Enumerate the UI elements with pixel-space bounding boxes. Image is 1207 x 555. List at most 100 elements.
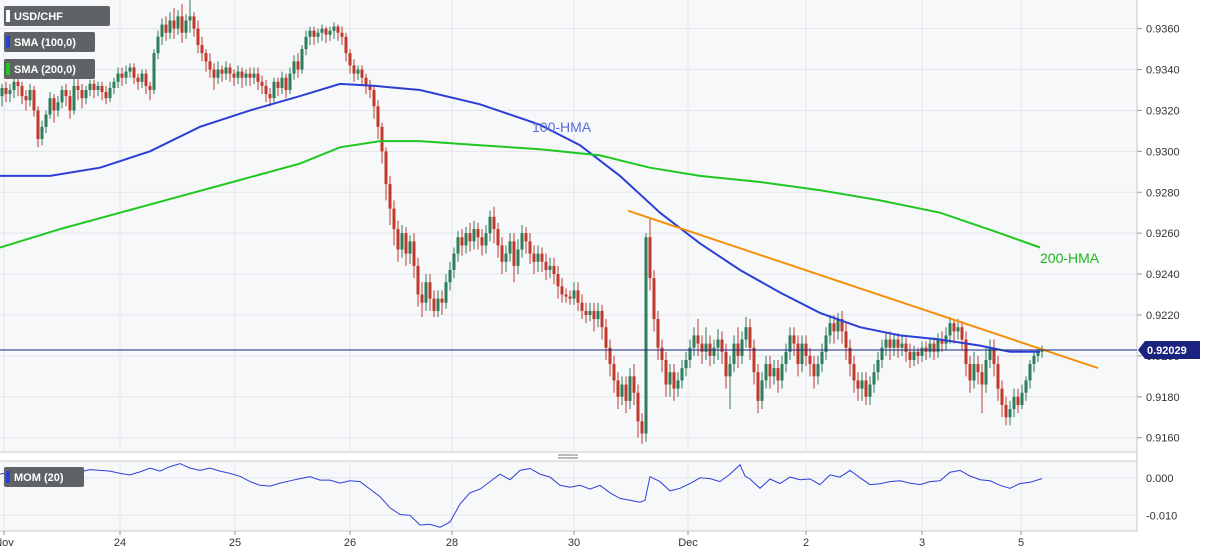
candle-body [108, 87, 112, 99]
candle-body [960, 327, 964, 340]
candle-body [368, 85, 372, 90]
series-line-100-hma [0, 82, 1040, 353]
x-tick-label: 28 [446, 537, 458, 549]
candle [836, 312, 840, 340]
candle [1024, 376, 1028, 401]
candle-body [768, 364, 772, 377]
candle [288, 67, 292, 95]
candle [448, 261, 452, 291]
candle [352, 59, 356, 82]
candle-body [896, 339, 900, 348]
candle-body [984, 359, 988, 385]
candle-body [240, 71, 244, 78]
candle [44, 110, 48, 133]
candle-body [760, 380, 764, 401]
candle-body [1008, 409, 1012, 418]
candle-body [832, 323, 836, 332]
candle-body [424, 282, 428, 303]
candle [968, 355, 972, 393]
series-line-200-hma [0, 140, 1041, 249]
candle [236, 65, 240, 84]
legend-sma100[interactable]: SMA (100,0) [4, 32, 95, 52]
x-tick-label: Dec [678, 537, 698, 549]
candle-body [80, 89, 84, 99]
candle [432, 290, 436, 318]
candle [756, 364, 760, 414]
candle [4, 81, 8, 103]
candle [24, 89, 28, 111]
candle-body [596, 310, 600, 320]
candle [672, 364, 676, 401]
legend-sma200[interactable]: SMA (200,0) [4, 59, 95, 79]
candle-body [4, 87, 8, 95]
candle [176, 10, 180, 35]
candle-body [968, 364, 972, 381]
candle-body [404, 233, 408, 254]
candle-body [992, 347, 996, 365]
candle [260, 75, 264, 95]
candle [128, 63, 132, 78]
candle-body [36, 110, 40, 140]
candle [628, 368, 632, 410]
legend-momentum[interactable]: MOM (20) [4, 467, 84, 487]
pane-splitter-handle[interactable] [558, 454, 578, 459]
candle [100, 81, 104, 101]
candle-body [680, 368, 684, 381]
candle-body [476, 229, 480, 238]
candle-body [416, 265, 420, 295]
candle-body [112, 81, 116, 88]
candle-body [500, 245, 504, 262]
candle [316, 28, 320, 43]
candle-body [900, 343, 904, 348]
candle-body [1020, 392, 1024, 405]
candle [784, 343, 788, 373]
candle-body [324, 28, 328, 35]
candle [40, 120, 44, 146]
candle-body [292, 61, 296, 74]
candle-body [32, 89, 36, 111]
candle [372, 85, 376, 119]
candle-body [536, 253, 540, 262]
candle-body [1040, 349, 1044, 352]
candle-body [1012, 396, 1016, 410]
legend-symbol[interactable]: USD/CHF [4, 6, 110, 26]
candle-body [724, 351, 728, 377]
candle-body [312, 30, 316, 37]
candle [32, 85, 36, 117]
candle [872, 364, 876, 393]
x-tick-label: 5 [1018, 537, 1024, 549]
candle-body [568, 296, 572, 299]
candle-body [608, 347, 612, 365]
candle-body [648, 237, 652, 279]
candle [212, 63, 216, 90]
candle [616, 372, 620, 410]
candle-body [504, 253, 508, 262]
candle [1032, 351, 1036, 373]
candle [220, 65, 224, 82]
candle-body [28, 89, 32, 101]
candle [748, 319, 752, 360]
candle [588, 302, 592, 322]
candle [972, 351, 976, 389]
candle [1020, 384, 1024, 410]
candle-body [544, 261, 548, 270]
candle [264, 79, 268, 103]
candle-body [20, 85, 24, 97]
candle-body [456, 237, 460, 254]
candle [472, 220, 476, 250]
candle [140, 69, 144, 88]
candle-body [556, 274, 560, 287]
candle [668, 364, 672, 397]
candle [744, 317, 748, 348]
candle [660, 339, 664, 373]
candle [600, 304, 604, 340]
candle-body [172, 20, 176, 29]
candle [204, 49, 208, 72]
candle-body [308, 30, 312, 37]
candle [1000, 380, 1004, 418]
indicator-tick-label: 0.000 [1146, 473, 1174, 485]
candle [304, 30, 308, 56]
candle-body [228, 67, 232, 74]
candle [196, 20, 200, 54]
